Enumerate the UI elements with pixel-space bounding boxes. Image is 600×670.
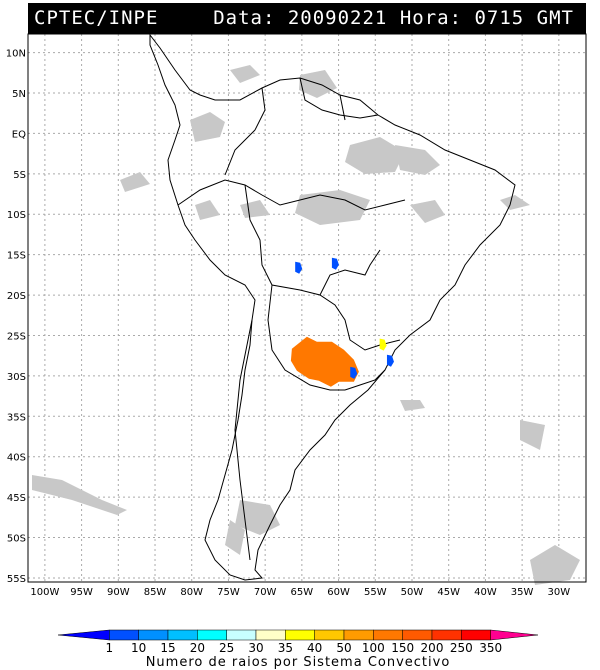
- legend-swatch: [461, 629, 491, 641]
- convective-system: [350, 366, 358, 379]
- convective-system: [386, 354, 394, 367]
- time-value: 0715 GMT: [474, 7, 574, 29]
- legend-swatch: [314, 629, 345, 641]
- lat-tick-label: 5S: [13, 170, 26, 181]
- lon-tick-label: 90W: [107, 587, 130, 598]
- convective-system: [290, 336, 359, 387]
- lon-tick-label: 70W: [254, 587, 277, 598]
- longitude-labels: 100W 95W 90W 85W 80W 75W 70W 65W 60W 55W 50W 45W 40W…: [30, 587, 570, 598]
- lon-tick-label: 55W: [364, 587, 387, 598]
- legend-swatch: [343, 629, 374, 641]
- legend-swatch: [490, 629, 539, 641]
- cloud-cover: [32, 65, 580, 585]
- legend-value-label: 10: [131, 641, 146, 655]
- coastlines: [149, 33, 516, 581]
- legend-value-label: 15: [160, 641, 175, 655]
- lat-tick-label: 5N: [12, 89, 26, 100]
- lat-tick-label: EQ: [12, 129, 26, 140]
- convective-systems: [290, 257, 394, 387]
- legend-swatch: [373, 629, 403, 641]
- legend-value-label: 25: [219, 641, 234, 655]
- legend-value-label: 150: [391, 641, 414, 655]
- legend-swatch: [109, 629, 139, 641]
- legend-value-label: 100: [362, 641, 385, 655]
- legend-value-label: 1: [106, 641, 114, 655]
- lon-tick-label: 45W: [437, 587, 460, 598]
- lat-tick-label: 10N: [6, 49, 26, 60]
- legend-value-label: 350: [479, 641, 502, 655]
- grid-lines: [28, 34, 586, 582]
- legend-value-label: 35: [278, 641, 293, 655]
- legend-swatch: [402, 629, 433, 641]
- legend-swatch: [285, 629, 315, 641]
- lat-tick-label: 10S: [7, 210, 26, 221]
- lon-tick-label: 75W: [217, 587, 240, 598]
- lon-tick-label: 60W: [327, 587, 350, 598]
- legend-value-label: 250: [450, 641, 473, 655]
- map-header: CPTEC/INPE Data: 20090221 Hora: 0715 GMT: [28, 3, 586, 34]
- legend-swatch: [167, 629, 198, 641]
- lat-tick-label: 30S: [7, 372, 26, 383]
- lon-tick-label: 95W: [70, 587, 93, 598]
- hora-label: Hora:: [399, 7, 463, 29]
- legend-swatch: [226, 629, 257, 641]
- lat-tick-label: 15S: [7, 251, 26, 262]
- lat-tick-label: 50S: [7, 534, 26, 545]
- legend-value-label: 20: [190, 641, 205, 655]
- lon-tick-label: 40W: [474, 587, 497, 598]
- lon-tick-label: 50W: [401, 587, 424, 598]
- lon-tick-label: 35W: [511, 587, 534, 598]
- lat-tick-label: 45S: [7, 493, 26, 504]
- legend-title: Numero de raios por Sistema Convectivo: [146, 655, 451, 670]
- lat-tick-label: 25S: [7, 331, 26, 342]
- lon-tick-label: 100W: [30, 587, 59, 598]
- lat-tick-label: 40S: [7, 453, 26, 464]
- source-label: CPTEC/INPE: [34, 7, 159, 29]
- legend-swatch: [197, 629, 227, 641]
- legend-value-label: 40: [307, 641, 322, 655]
- lon-tick-label: 80W: [180, 587, 203, 598]
- legend-swatch: [431, 629, 462, 641]
- legend-swatch: [57, 629, 110, 641]
- date-value: 20090221: [287, 7, 388, 29]
- latitude-labels: 10N 5N EQ 5S 10S 15S 20S 25S 30S 35S 40S 45S 50S 55S: [6, 49, 26, 585]
- data-label: Data:: [213, 7, 276, 29]
- lat-tick-label: 20S: [7, 291, 26, 302]
- convective-system: [379, 338, 387, 351]
- legend-swatch: [138, 629, 169, 641]
- lon-tick-label: 30W: [548, 587, 571, 598]
- convective-system: [331, 257, 339, 270]
- legend: 1 10 15 20 25 30 35 40 50 100 150 200 250 350: [57, 629, 539, 655]
- convective-system: [295, 261, 303, 274]
- lon-tick-label: 65W: [291, 587, 314, 598]
- legend-swatch: [255, 629, 286, 641]
- lon-tick-label: 85W: [144, 587, 167, 598]
- lat-tick-label: 55S: [7, 574, 26, 585]
- datetime-label: Data: 20090221 Hora: 0715 GMT: [213, 7, 574, 29]
- lat-tick-label: 35S: [7, 412, 26, 423]
- legend-value-label: 50: [336, 641, 351, 655]
- map-border: [27, 33, 587, 583]
- legend-value-label: 30: [248, 641, 263, 655]
- legend-value-label: 200: [421, 641, 444, 655]
